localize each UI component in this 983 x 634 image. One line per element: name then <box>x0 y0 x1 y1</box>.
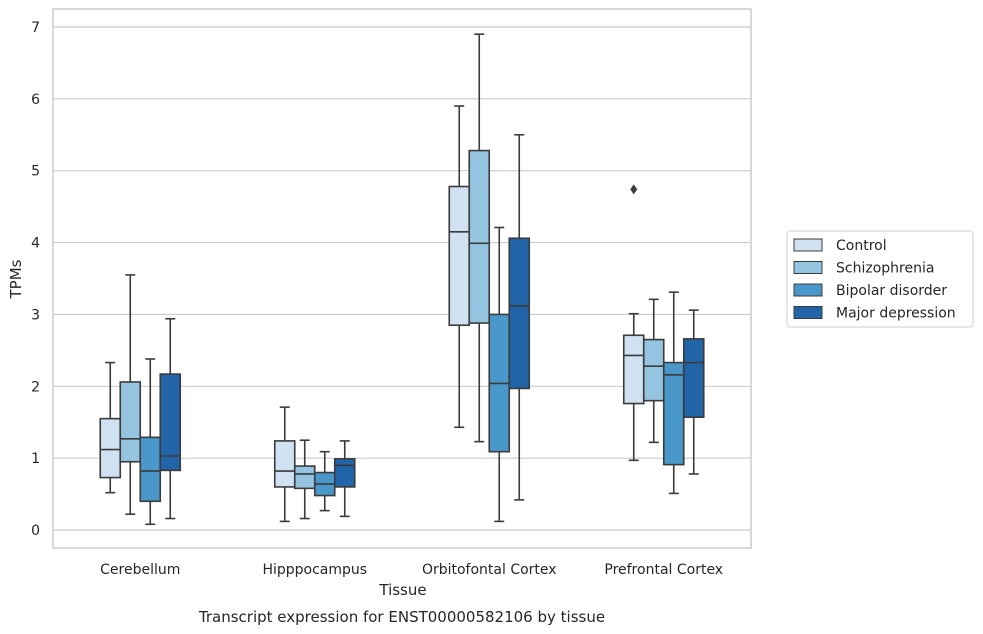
x-tick-label: Cerebellum <box>100 562 180 578</box>
outlier-point <box>630 184 638 195</box>
chart-caption: Transcript expression for ENST0000058210… <box>198 608 605 626</box>
box <box>488 226 511 523</box>
box-body <box>99 417 122 479</box>
box <box>622 184 645 462</box>
box <box>448 105 471 429</box>
y-tick-label: 1 <box>31 451 40 467</box>
legend-label: Schizophrenia <box>836 261 934 277</box>
legend-swatch <box>793 283 823 297</box>
legend-label: Major depression <box>836 306 956 322</box>
box <box>293 439 316 520</box>
box <box>273 406 296 523</box>
box-body <box>333 458 356 488</box>
plot-frame <box>52 8 752 549</box>
box-body <box>273 440 296 488</box>
box <box>99 361 122 494</box>
box <box>642 298 665 444</box>
legend-swatch <box>793 261 823 274</box>
box <box>139 358 162 526</box>
box-body <box>139 436 162 503</box>
box-body <box>468 149 491 324</box>
box-body <box>159 373 182 472</box>
box-body <box>448 185 471 327</box>
box-body <box>642 338 665 402</box>
y-tick-label: 5 <box>31 164 40 180</box>
box <box>313 450 336 512</box>
x-axis-label: Tissue <box>378 581 426 599</box>
box-series <box>99 33 705 526</box>
y-tick-label: 2 <box>31 379 40 395</box>
box <box>508 133 531 501</box>
legend-frame <box>786 230 974 328</box>
box <box>662 291 685 495</box>
box-body <box>682 338 705 419</box>
box-body <box>662 361 685 466</box>
x-tick-label: Orbitofontal Cortex <box>422 562 557 578</box>
box-body <box>119 381 142 463</box>
x-tick-label: Hipppocampus <box>262 562 367 578</box>
legend-label: Bipolar disorder <box>836 283 947 299</box>
y-tick-label: 0 <box>31 523 40 539</box>
y-tick-label: 4 <box>31 236 40 252</box>
legend-swatch <box>793 306 823 319</box>
box <box>682 309 705 475</box>
legend-swatch <box>793 238 823 252</box>
box <box>119 274 142 516</box>
x-tick-label: Prefrontal Cortex <box>604 562 723 578</box>
box-body <box>622 334 645 405</box>
y-tick-label: 6 <box>31 92 40 108</box>
y-axis: 0 1 2 3 4 5 6 7 <box>31 20 40 539</box>
y-tick-label: 3 <box>31 307 40 323</box>
y-tick-label: 7 <box>31 20 40 36</box>
legend: Control Schizophrenia Bipolar disorder Majo… <box>786 230 974 328</box>
box <box>468 33 491 443</box>
box <box>159 317 182 520</box>
legend-label: Control <box>836 238 887 254</box>
box-body <box>508 237 531 390</box>
x-axis: Cerebellum Hipppocampus Orbitofontal Corte… <box>100 562 723 578</box>
box-body <box>293 465 316 490</box>
y-axis-label: TPMs <box>7 259 25 299</box>
box <box>333 440 356 518</box>
